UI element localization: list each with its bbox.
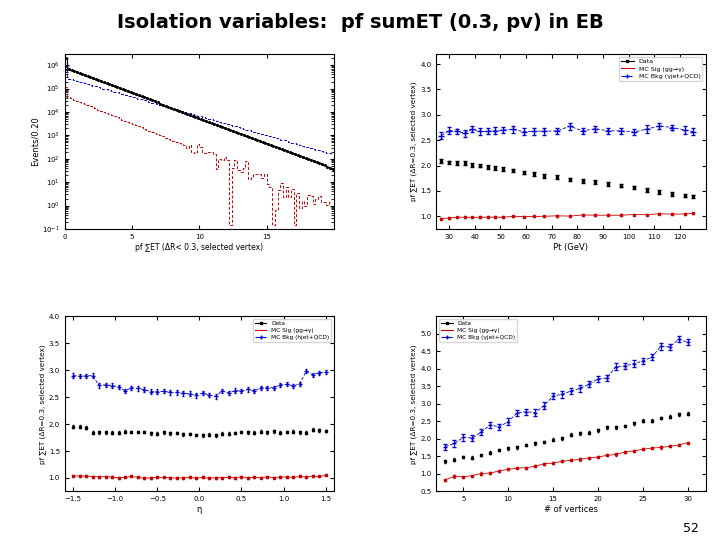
Y-axis label: pf ∑ET (ΔR=0.3, selected vertex): pf ∑ET (ΔR=0.3, selected vertex) (410, 82, 418, 201)
Y-axis label: pf ∑ET (ΔR=0.3, selected vertex): pf ∑ET (ΔR=0.3, selected vertex) (39, 344, 46, 464)
Legend: Data, MC Sig (gg→γ), MC Bkg (γjet+QCD): Data, MC Sig (gg→γ), MC Bkg (γjet+QCD) (619, 57, 703, 81)
Y-axis label: Events/0.20: Events/0.20 (30, 117, 40, 166)
X-axis label: pf ∑ET (ΔR< 0.3, selected vertex): pf ∑ET (ΔR< 0.3, selected vertex) (135, 242, 264, 252)
Text: Isolation variables:  pf sumET (0.3, pv) in EB: Isolation variables: pf sumET (0.3, pv) … (117, 14, 603, 32)
Legend: Data, MC Sig (gg→γ), MC Bkg (hjet+QCD): Data, MC Sig (gg→γ), MC Bkg (hjet+QCD) (253, 319, 331, 342)
Legend: Data, MC Sig (gg→γ), MC Bkg (γjet+QCD): Data, MC Sig (gg→γ), MC Bkg (γjet+QCD) (439, 319, 517, 342)
Y-axis label: pf ∑ET (ΔR=0.3, selected vertex): pf ∑ET (ΔR=0.3, selected vertex) (410, 344, 418, 464)
Text: 52: 52 (683, 522, 698, 535)
X-axis label: # of vertices: # of vertices (544, 505, 598, 514)
X-axis label: η: η (197, 505, 202, 514)
X-axis label: Pt (GeV): Pt (GeV) (554, 242, 588, 252)
